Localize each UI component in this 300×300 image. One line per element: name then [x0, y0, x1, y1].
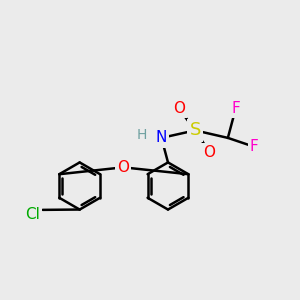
- Text: F: F: [231, 101, 240, 116]
- Text: F: F: [250, 139, 258, 154]
- Text: H: H: [136, 128, 147, 142]
- Text: O: O: [117, 160, 129, 175]
- Text: O: O: [203, 145, 215, 160]
- Text: O: O: [173, 101, 185, 116]
- Text: Cl: Cl: [26, 207, 40, 222]
- Text: S: S: [190, 122, 201, 140]
- Text: N: N: [156, 130, 167, 146]
